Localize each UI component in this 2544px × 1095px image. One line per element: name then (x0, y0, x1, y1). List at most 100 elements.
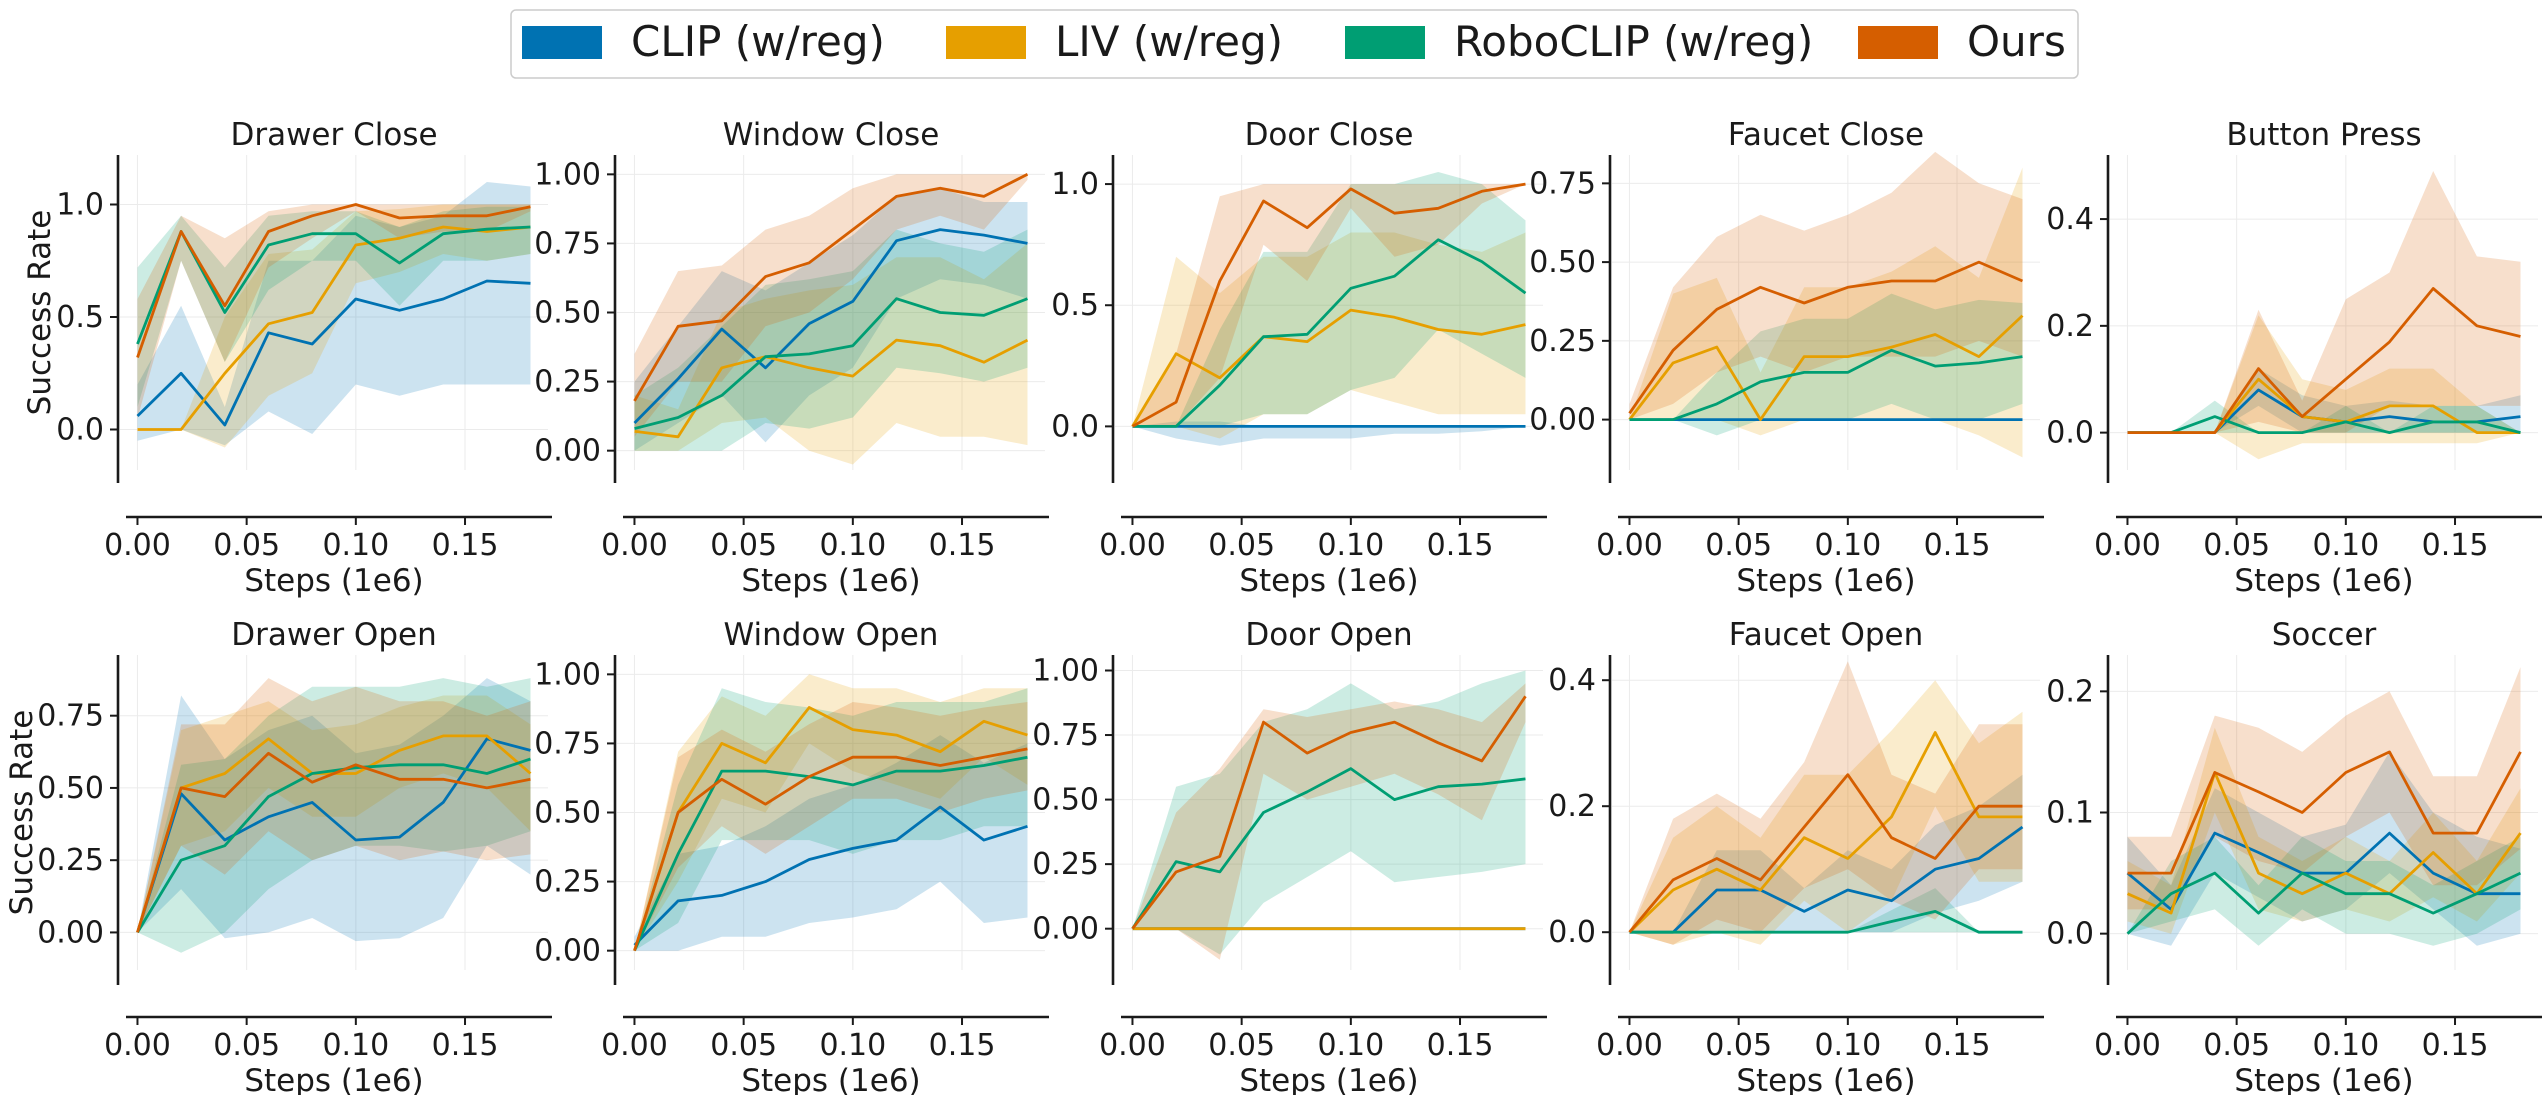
y-tick-label: 1.00 (1032, 653, 1099, 688)
y-tick-label: 0.4 (1548, 663, 1596, 698)
y-tick-label: 0.50 (534, 296, 601, 331)
x-tick-label: 0.05 (1705, 1028, 1772, 1063)
line-roboclip-w-reg (1629, 910, 2023, 934)
line-clip-w-reg (633, 228, 1028, 424)
band-ours (1629, 151, 2023, 420)
y-tick-label: 0.75 (1032, 718, 1099, 753)
y-tick-label: 0.50 (1032, 783, 1099, 818)
y-axis-label: Success Rate (4, 710, 40, 916)
legend-swatch-ours (1858, 26, 1938, 59)
line-roboclip-w-reg (1629, 348, 2023, 422)
x-axis-label: Steps (1e6) (244, 1063, 423, 1095)
band-liv-w-reg (1629, 680, 2023, 945)
x-tick-label: 0.00 (1099, 528, 1166, 563)
x-tick-label: 0.00 (601, 528, 668, 563)
x-tick-label: 0.00 (601, 1028, 668, 1063)
band-clip-w-reg (1629, 774, 2023, 933)
line-roboclip-w-reg (2126, 871, 2522, 935)
line-liv-w-reg (1131, 308, 1526, 428)
x-axis-label: Steps (1e6) (1239, 1063, 1418, 1095)
y-tick-label: 0.2 (2046, 674, 2094, 709)
x-tick-label: 0.00 (2094, 1028, 2161, 1063)
x-tick-label: 0.15 (1427, 528, 1494, 563)
line-ours (1131, 695, 1527, 930)
band-roboclip-w-reg (634, 688, 1028, 951)
y-tick-label: 0.00 (1032, 912, 1099, 947)
panels: 0.0 0.5 1.0 0.00 0.05 0.10 0.15 Drawer Close Ste… (4, 117, 2542, 1095)
x-axis-label: Steps (1e6) (244, 563, 423, 599)
y-tick-label: 0.1 (2046, 796, 2094, 831)
y-tick-label: 0.50 (37, 771, 104, 806)
x-tick-label: 0.05 (213, 1028, 280, 1063)
band-clip-w-reg (137, 678, 531, 942)
panel-title: Window Close (723, 117, 940, 153)
x-tick-label: 0.00 (104, 528, 171, 563)
band-roboclip-w-reg (137, 206, 531, 407)
panel-title: Door Close (1245, 117, 1414, 153)
x-tick-label: 0.10 (1317, 528, 1384, 563)
band-roboclip-w-reg (137, 678, 531, 953)
line-clip-w-reg (1629, 825, 2024, 934)
x-tick-label: 0.05 (710, 1028, 777, 1063)
line-roboclip-w-reg (2127, 415, 2521, 435)
line-liv-w-reg (1628, 314, 2024, 422)
panel-title: Button Press (2226, 117, 2421, 153)
line-liv-w-reg (634, 338, 1029, 439)
x-tick-label: 0.05 (1208, 528, 1275, 563)
panel-title: Drawer Close (230, 117, 437, 153)
x-axis-label: Steps (1e6) (1239, 563, 1418, 599)
y-axis-label: Success Rate (22, 210, 58, 416)
y-tick-label: 0.5 (56, 300, 104, 335)
y-tick-label: 0.0 (1051, 409, 1099, 444)
y-tick-label: 0.00 (534, 434, 601, 469)
band-liv-w-reg (634, 243, 1028, 465)
y-tick-label: 0.25 (534, 865, 601, 900)
band-liv-w-reg (1132, 232, 1526, 439)
legend-swatch-clip-w-reg (522, 26, 602, 59)
x-tick-label: 0.05 (213, 528, 280, 563)
x-tick-label: 0.10 (1317, 1028, 1384, 1063)
x-tick-label: 0.00 (1099, 1028, 1166, 1063)
x-tick-label: 0.10 (322, 1028, 389, 1063)
x-tick-label: 0.15 (1924, 528, 1991, 563)
band-roboclip-w-reg (1132, 670, 1526, 955)
x-axis-label: Steps (1e6) (741, 563, 920, 599)
x-axis-label: Steps (1e6) (741, 1063, 920, 1095)
x-tick-label: 0.00 (1596, 528, 1663, 563)
band-liv-w-reg (1629, 167, 2023, 458)
y-tick-label: 0.50 (1529, 245, 1596, 280)
x-tick-label: 0.10 (819, 1028, 886, 1063)
line-clip-w-reg (633, 805, 1028, 947)
x-tick-label: 0.10 (1814, 528, 1881, 563)
x-tick-label: 0.00 (1596, 1028, 1663, 1063)
band-roboclip-w-reg (634, 229, 1028, 451)
panel-title: Faucet Close (1728, 117, 1924, 153)
y-tick-label: 0.75 (534, 726, 601, 761)
panel-soccer: 0.0 0.1 0.2 0.00 0.05 0.10 0.15 Soccer Steps (1e… (2046, 617, 2542, 1095)
line-ours (2127, 287, 2521, 435)
band-liv-w-reg (137, 204, 531, 448)
band-ours (2127, 667, 2521, 910)
y-tick-label: 0.0 (56, 413, 104, 448)
x-tick-label: 0.10 (322, 528, 389, 563)
y-tick-label: 0.5 (1051, 288, 1099, 323)
y-tick-label: 1.0 (1051, 167, 1099, 202)
y-tick-label: 0.75 (534, 226, 601, 261)
band-clip-w-reg (137, 182, 531, 446)
line-liv-w-reg (633, 706, 1028, 952)
band-roboclip-w-reg (1629, 888, 2023, 933)
band-roboclip-w-reg (1132, 172, 1526, 427)
x-tick-label: 0.05 (1705, 528, 1772, 563)
x-axis-label: Steps (1e6) (1736, 1063, 1915, 1095)
legend: CLIP (w/reg) LIV (w/reg) RoboCLIP (w/reg) O… (510, 9, 2079, 79)
x-tick-label: 0.10 (2312, 1028, 2379, 1063)
band-liv-w-reg (2127, 727, 2521, 934)
x-tick-label: 0.05 (1208, 1028, 1275, 1063)
y-tick-label: 0.25 (37, 843, 104, 878)
band-liv-w-reg (137, 695, 531, 933)
legend-label-liv-w-reg: LIV (w/reg) (1055, 17, 1283, 66)
y-tick-label: 1.00 (534, 657, 601, 692)
x-tick-label: 0.10 (2312, 528, 2379, 563)
line-roboclip-w-reg (1131, 767, 1526, 930)
